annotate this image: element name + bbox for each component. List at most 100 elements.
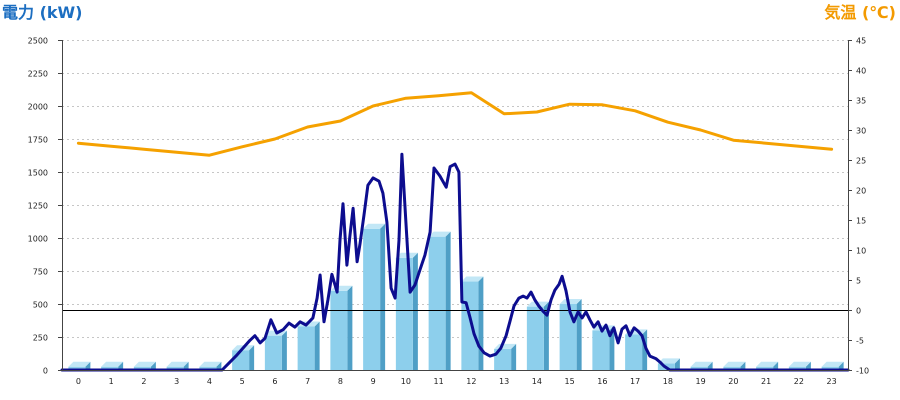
bar-side xyxy=(707,361,713,370)
right-tick-label: 40 xyxy=(856,67,866,76)
bar-side xyxy=(674,358,680,370)
bar-front xyxy=(690,366,708,370)
bar-hour-23 xyxy=(821,361,844,370)
bar-side xyxy=(183,361,189,370)
left-axis-title: 電力 (kW) xyxy=(2,3,83,22)
gridlines xyxy=(62,40,848,338)
right-axis-title: 気温 (℃) xyxy=(824,3,896,22)
bar-side xyxy=(216,361,222,370)
right-tick-label: 30 xyxy=(856,127,866,136)
x-tick-label: 10 xyxy=(401,377,411,386)
bar-top xyxy=(559,299,582,304)
bar-front xyxy=(133,366,151,370)
right-tick-label: -10 xyxy=(856,367,869,376)
bar-side xyxy=(773,361,779,370)
axes xyxy=(58,40,852,371)
right-tick-label: 10 xyxy=(856,247,866,256)
right-tick-label: 35 xyxy=(856,97,866,106)
bar-front xyxy=(723,366,741,370)
bar-hour-8 xyxy=(330,285,353,370)
bar-hour-20 xyxy=(723,361,746,370)
x-tick-label: 9 xyxy=(371,377,376,386)
bar-side xyxy=(150,361,156,370)
x-tick-label: 8 xyxy=(338,377,343,386)
temperature-line xyxy=(76,91,834,157)
series-lines xyxy=(60,91,850,372)
left-tick-label: 2500 xyxy=(28,37,48,46)
bar-top xyxy=(199,361,222,367)
bar-top xyxy=(690,361,713,367)
bar-front xyxy=(625,334,643,370)
left-tick-label: 2250 xyxy=(28,70,48,79)
left-tick-label: 1750 xyxy=(28,136,48,145)
bar-side xyxy=(347,285,353,370)
right-tick-label: 15 xyxy=(856,217,866,226)
left-tick-label: 0 xyxy=(43,367,48,376)
left-tick-label: 250 xyxy=(33,334,48,343)
bar-side xyxy=(314,321,320,370)
bar-side xyxy=(805,361,811,370)
x-tick-label: 4 xyxy=(207,377,212,386)
x-tick-label: 0 xyxy=(76,377,81,386)
bar-top xyxy=(788,361,811,367)
x-tick-label: 16 xyxy=(597,377,607,386)
bar-front xyxy=(199,366,217,370)
bar-top xyxy=(723,361,746,367)
bar-top xyxy=(428,231,451,237)
power-line xyxy=(60,152,850,372)
bar-side xyxy=(576,299,582,370)
bar-hour-21 xyxy=(756,361,779,370)
bar-front xyxy=(756,366,774,370)
x-tick-label: 1 xyxy=(109,377,114,386)
bar-front xyxy=(297,326,315,370)
bar-hour-2 xyxy=(133,361,156,370)
bar-top xyxy=(68,361,91,367)
x-tick-label: 7 xyxy=(305,377,310,386)
bar-front xyxy=(68,366,86,370)
bar-hour-4 xyxy=(199,361,222,370)
bar-hour-7 xyxy=(297,321,320,370)
bar-top xyxy=(657,358,680,364)
bar-hour-19 xyxy=(690,361,713,370)
x-tick-label: 3 xyxy=(174,377,179,386)
bar-front xyxy=(232,350,250,370)
bar-top xyxy=(756,361,779,367)
bar-hour-6 xyxy=(264,330,287,370)
bar-side xyxy=(838,361,844,370)
x-tick-label: 17 xyxy=(630,377,640,386)
right-tick-label: 20 xyxy=(856,187,866,196)
x-tick-label: 18 xyxy=(663,377,673,386)
x-tick-label: 2 xyxy=(141,377,146,386)
right-tick-label: 25 xyxy=(856,157,866,166)
bar-side xyxy=(511,343,517,370)
bar-front xyxy=(428,236,446,370)
right-tick-label: -5 xyxy=(856,337,864,346)
left-tick-label: 2000 xyxy=(28,103,48,112)
bar-front xyxy=(166,366,184,370)
x-tick-label: 13 xyxy=(499,377,509,386)
x-tick-label: 21 xyxy=(761,377,771,386)
bar-front xyxy=(101,366,119,370)
power-bars xyxy=(68,223,844,370)
bar-front xyxy=(461,281,479,370)
bar-top xyxy=(821,361,844,367)
x-tick-label: 19 xyxy=(696,377,706,386)
bar-front xyxy=(559,304,577,370)
bar-hour-22 xyxy=(788,361,811,370)
bar-side xyxy=(380,223,386,370)
bar-top xyxy=(101,361,124,367)
bar-hour-0 xyxy=(68,361,91,370)
bar-front xyxy=(592,330,610,370)
left-tick-label: 1500 xyxy=(28,169,48,178)
bar-front xyxy=(330,290,348,370)
bar-side xyxy=(478,276,484,370)
bar-side xyxy=(281,330,287,370)
bar-front xyxy=(821,366,839,370)
bar-hour-3 xyxy=(166,361,189,370)
right-tick-label: 45 xyxy=(856,37,866,46)
bar-front xyxy=(494,348,512,370)
left-tick-label: 1000 xyxy=(28,235,48,244)
x-tick-label: 12 xyxy=(466,377,476,386)
x-tick-label: 23 xyxy=(827,377,837,386)
